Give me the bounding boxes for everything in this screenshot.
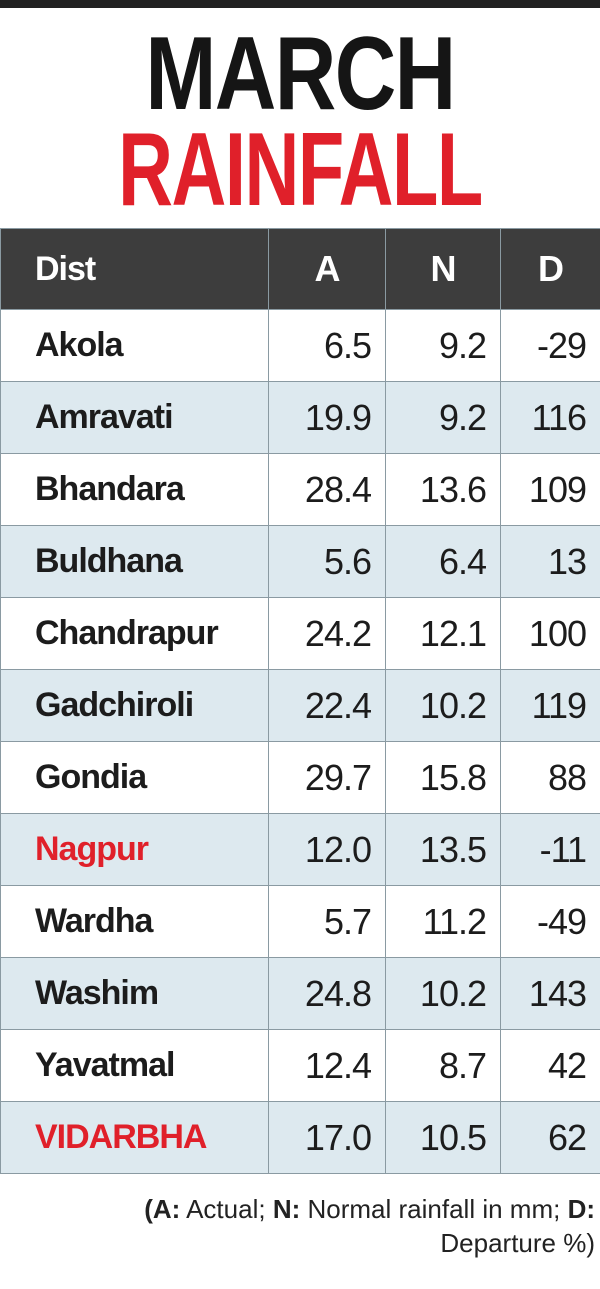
table-row: Gondia 29.7 15.8 88 (0, 741, 600, 814)
district-cell: Yavatmal (0, 1029, 269, 1102)
value-cell: 6.4 (385, 525, 501, 598)
value-cell: 13.6 (385, 453, 501, 526)
value-cell: 5.7 (268, 885, 386, 958)
value-cell: 22.4 (268, 669, 386, 742)
value-cell: 109 (500, 453, 600, 526)
table-row: Buldhana 5.6 6.4 13 (0, 525, 600, 598)
value-cell: 13.5 (385, 813, 501, 886)
district-cell: Gondia (0, 741, 269, 814)
header-row: Dist A N D (0, 228, 600, 310)
table-row: VIDARBHA 17.0 10.5 62 (0, 1101, 600, 1174)
note-text: Actual; (186, 1194, 266, 1224)
note-key: N: (272, 1194, 301, 1224)
table-row: Yavatmal 12.4 8.7 42 (0, 1029, 600, 1102)
header-cell: Dist (0, 228, 269, 310)
value-cell: 11.2 (385, 885, 501, 958)
value-cell: 6.5 (268, 309, 386, 382)
value-cell: -49 (500, 885, 600, 958)
title-line: MARCH (145, 16, 456, 132)
value-cell: 143 (500, 957, 600, 1030)
note-key: D: (567, 1194, 595, 1224)
value-cell: 100 (500, 597, 600, 670)
table-row: Chandrapur 24.2 12.1 100 (0, 597, 600, 670)
table-row: Washim 24.8 10.2 143 (0, 957, 600, 1030)
district-cell: Akola (0, 309, 269, 382)
value-cell: 9.2 (385, 309, 501, 382)
table-row: Amravati 19.9 9.2 116 (0, 381, 600, 454)
district-cell: Nagpur (0, 813, 269, 886)
district-cell: Amravati (0, 381, 269, 454)
value-cell: 5.6 (268, 525, 386, 598)
footnote: (A: Actual; N: Normal rainfall in mm; D:… (60, 1192, 595, 1260)
top-bar (0, 0, 600, 8)
table-row: Nagpur 12.0 13.5 -11 (0, 813, 600, 886)
value-cell: 13 (500, 525, 600, 598)
value-cell: 62 (500, 1101, 600, 1174)
value-cell: 19.9 (268, 381, 386, 454)
district-cell: Wardha (0, 885, 269, 958)
value-cell: 29.7 (268, 741, 386, 814)
district-cell: Chandrapur (0, 597, 269, 670)
value-cell: 9.2 (385, 381, 501, 454)
value-cell: -29 (500, 309, 600, 382)
value-cell: 28.4 (268, 453, 386, 526)
value-cell: 88 (500, 741, 600, 814)
value-cell: 119 (500, 669, 600, 742)
header-cell: A (268, 228, 386, 310)
value-cell: 24.8 (268, 957, 386, 1030)
header-cell: D (500, 228, 600, 310)
table-row: Bhandara 28.4 13.6 109 (0, 453, 600, 526)
value-cell: 17.0 (268, 1101, 386, 1174)
title-line: RAINFALL (118, 112, 483, 228)
value-cell: 8.7 (385, 1029, 501, 1102)
rainfall-table: Dist A N D Akola 6.5 9.2 -29 Amravati 19.9 9.2 116… (0, 228, 600, 1174)
district-cell: Buldhana (0, 525, 269, 598)
value-cell: 10.5 (385, 1101, 501, 1174)
value-cell: 10.2 (385, 957, 501, 1030)
value-cell: 12.4 (268, 1029, 386, 1102)
table-row: Gadchiroli 22.4 10.2 119 (0, 669, 600, 742)
value-cell: 10.2 (385, 669, 501, 742)
value-cell: 116 (500, 381, 600, 454)
district-cell: Gadchiroli (0, 669, 269, 742)
note-key: (A: (144, 1194, 181, 1224)
value-cell: 15.8 (385, 741, 501, 814)
table-row: Wardha 5.7 11.2 -49 (0, 885, 600, 958)
note-text: Normal rainfall in mm; (307, 1194, 561, 1224)
value-cell: 12.1 (385, 597, 501, 670)
district-cell: VIDARBHA (0, 1101, 269, 1174)
table-body: Akola 6.5 9.2 -29 Amravati 19.9 9.2 116 Bhandara… (0, 309, 600, 1174)
value-cell: 24.2 (268, 597, 386, 670)
header-cell: N (385, 228, 501, 310)
note-text: Departure %) (440, 1228, 595, 1258)
district-cell: Washim (0, 957, 269, 1030)
district-cell: Bhandara (0, 453, 269, 526)
value-cell: -11 (500, 813, 600, 886)
table-row: Akola 6.5 9.2 -29 (0, 309, 600, 382)
value-cell: 12.0 (268, 813, 386, 886)
value-cell: 42 (500, 1029, 600, 1102)
